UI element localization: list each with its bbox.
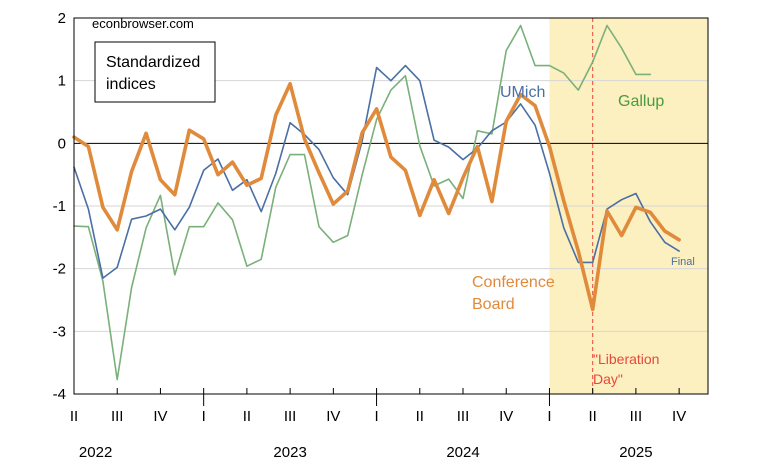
y-tick-label: 1 [58, 73, 66, 90]
title-box [94, 41, 216, 103]
watermark: econbrowser.com [92, 16, 194, 31]
x-tick-label: II [70, 408, 78, 425]
x-tick-label: III [457, 408, 470, 425]
series-line-conference-board [72, 82, 681, 312]
annotations: econbrowser.com Standardized indices UMich G… [92, 16, 695, 387]
series-label-gallup: Gallup [618, 93, 664, 110]
title-line: Standardized [106, 54, 200, 71]
y-tick-label: -4 [53, 386, 66, 403]
y-tick-label: -3 [53, 323, 66, 340]
title-line: indices [106, 76, 156, 93]
series-line-umich [73, 64, 680, 279]
x-tick-label: III [284, 408, 297, 425]
y-tick-label: 0 [58, 135, 66, 152]
year-label: 2024 [446, 444, 479, 461]
x-tick-label: I [547, 408, 551, 425]
y-tick-label: -2 [53, 261, 66, 278]
series-lines [72, 24, 681, 381]
final-label: Final [671, 256, 695, 268]
year-label: 2023 [273, 444, 306, 461]
x-tick-label: I [374, 408, 378, 425]
x-tick-label: II [589, 408, 597, 425]
plot-frame [73, 17, 709, 395]
x-tick-label: IV [499, 408, 513, 425]
series-label-conference-board: Board [472, 296, 515, 313]
y-tick-label: 2 [58, 10, 66, 27]
series-line-gallup [73, 24, 652, 381]
event-label: "Liberation [593, 351, 659, 367]
series-label-conference-board: Conference [472, 274, 555, 291]
year-label: 2022 [79, 444, 112, 461]
year-label: 2025 [619, 444, 652, 461]
x-tick-label: IV [326, 408, 340, 425]
x-tick-label: III [111, 408, 124, 425]
series-label-umich: UMich [500, 84, 545, 101]
x-tick-label: III [630, 408, 643, 425]
x-tick-label: II [416, 408, 424, 425]
event-label: Day" [593, 371, 623, 387]
axes: 210-1-2-3-4II III IV I II III IV I II III IV I II III… [53, 10, 687, 461]
x-tick-label: IV [672, 408, 686, 425]
x-tick-label: II [243, 408, 251, 425]
x-tick-label: I [202, 408, 206, 425]
x-tick-label: IV [153, 408, 167, 425]
y-tick-label: -1 [53, 198, 66, 215]
